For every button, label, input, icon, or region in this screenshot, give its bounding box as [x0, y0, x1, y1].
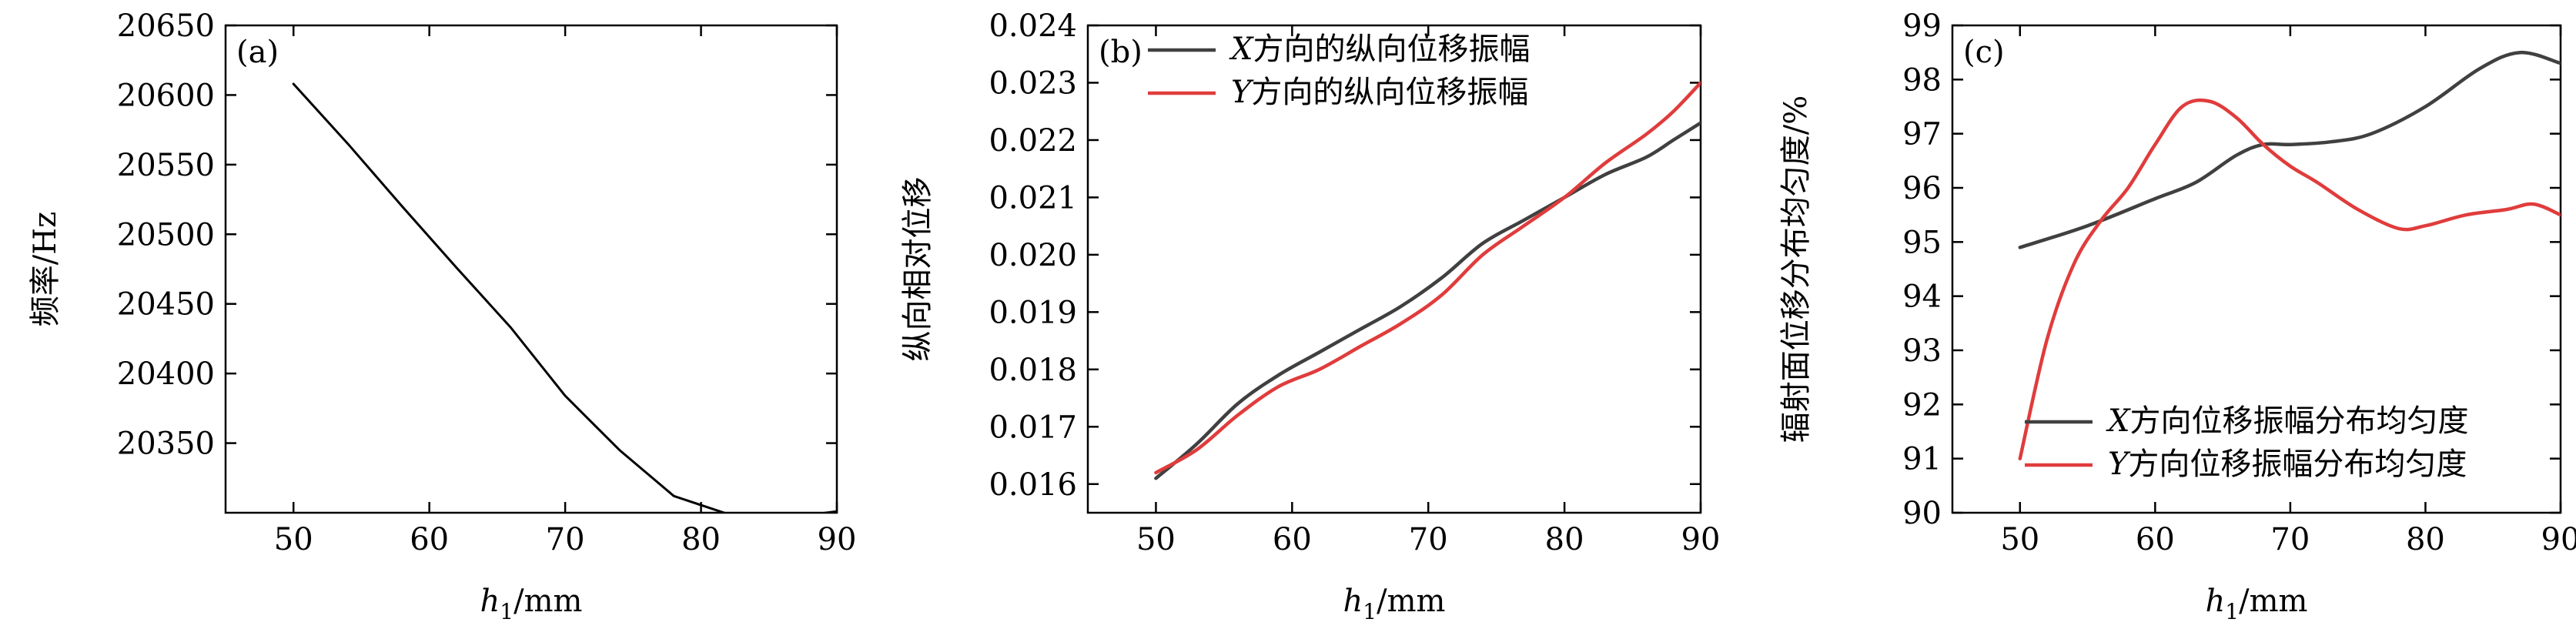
- y-tick-label: 20600: [117, 78, 215, 113]
- y-tick-label: 20450: [117, 287, 215, 323]
- y-tick-label: 0.021: [989, 180, 1077, 216]
- y-tick-label: 20550: [117, 148, 215, 183]
- legend: X方向位移振幅分布均匀度 Y方向位移振幅分布均匀度: [2025, 403, 2468, 482]
- y-tick-label: 0.016: [989, 467, 1077, 503]
- x-tick-label: 60: [2136, 522, 2175, 557]
- legend: X方向的纵向位移振幅 Y方向的纵向位移振幅: [1148, 32, 1530, 110]
- plot-frame: [1951, 24, 2562, 514]
- panel-label: (a): [236, 35, 279, 70]
- y-tick-label: 96: [1902, 171, 1942, 206]
- x-tick-label: 60: [1273, 522, 1312, 557]
- x-axis-title: h1/mm: [1343, 584, 1446, 624]
- y-tick-label: 20650: [117, 8, 215, 44]
- plot-frame: [224, 24, 838, 514]
- y-axis-title: 频率/Hz: [28, 212, 63, 326]
- series-line-1: [2018, 98, 2561, 460]
- y-tick-label: 0.019: [989, 295, 1077, 330]
- y-axis-title: 辐射面位移分布均匀度/%: [1778, 95, 1814, 443]
- y-tick-label: 0.024: [989, 8, 1077, 44]
- legend-label-1: Y方向位移振幅分布均匀度: [2108, 447, 2467, 482]
- x-tick-label: 80: [681, 522, 721, 557]
- panel-2: 50 60 70 80 90 90 91 92 93 94 95 96 97 98 99 h1/mm 辐射面位移…: [1778, 8, 2576, 624]
- x-tick-label: 90: [818, 522, 857, 557]
- x-tick-label: 50: [1136, 522, 1176, 557]
- y-tick-label: 90: [1902, 496, 1942, 531]
- y-tick-label: 20400: [117, 356, 215, 392]
- y-tick-label: 94: [1902, 279, 1942, 315]
- y-axis-title: 纵向相对位移: [900, 177, 935, 362]
- plot-frame: [1086, 24, 1702, 514]
- y-tick-label: 93: [1902, 333, 1942, 369]
- panel-label: (b): [1099, 35, 1142, 70]
- panel-1: 50 60 70 80 90 0.016 0.017 0.018 0.019 0.020 0.021…: [900, 8, 1720, 624]
- x-axis-title: h1/mm: [2206, 584, 2308, 624]
- y-tick-label: 95: [1902, 225, 1942, 260]
- x-tick-label: 90: [2541, 522, 2576, 557]
- x-tick-label: 70: [1409, 522, 1448, 557]
- legend-label-0: X方向的纵向位移振幅: [1229, 32, 1530, 67]
- series-line-1: [1154, 81, 1701, 475]
- y-tick-label: 0.018: [989, 353, 1077, 388]
- legend-label-0: X方向位移振幅分布均匀度: [2106, 403, 2468, 439]
- y-tick-label: 0.022: [989, 123, 1077, 159]
- y-tick-label: 97: [1902, 117, 1942, 152]
- x-tick-label: 70: [546, 522, 585, 557]
- y-tick-label: 92: [1902, 387, 1942, 423]
- y-tick-label: 91: [1902, 442, 1942, 477]
- x-tick-label: 50: [274, 522, 313, 557]
- x-tick-label: 80: [2406, 522, 2445, 557]
- panel-0: 50 60 70 80 90 20350 20400 20450 20500 20550 20600…: [28, 8, 856, 624]
- x-tick-label: 90: [1681, 522, 1721, 557]
- series-line-0: [1154, 121, 1701, 480]
- series-line-0: [292, 82, 837, 513]
- legend-label-1: Y方向的纵向位移振幅: [1231, 75, 1528, 110]
- y-tick-label: 20350: [117, 427, 215, 462]
- x-tick-label: 70: [2270, 522, 2310, 557]
- x-tick-label: 80: [1545, 522, 1584, 557]
- x-axis-title: h1/mm: [480, 584, 583, 624]
- y-tick-label: 20500: [117, 217, 215, 253]
- y-tick-label: 98: [1902, 62, 1942, 98]
- y-tick-label: 0.017: [989, 410, 1077, 445]
- panel-label: (c): [1963, 35, 2005, 70]
- series-line-0: [2018, 50, 2561, 249]
- x-tick-label: 50: [2000, 522, 2039, 557]
- y-tick-label: 99: [1902, 8, 1942, 44]
- y-tick-label: 0.020: [989, 238, 1077, 273]
- y-tick-label: 0.023: [989, 65, 1077, 101]
- x-tick-label: 60: [410, 522, 449, 557]
